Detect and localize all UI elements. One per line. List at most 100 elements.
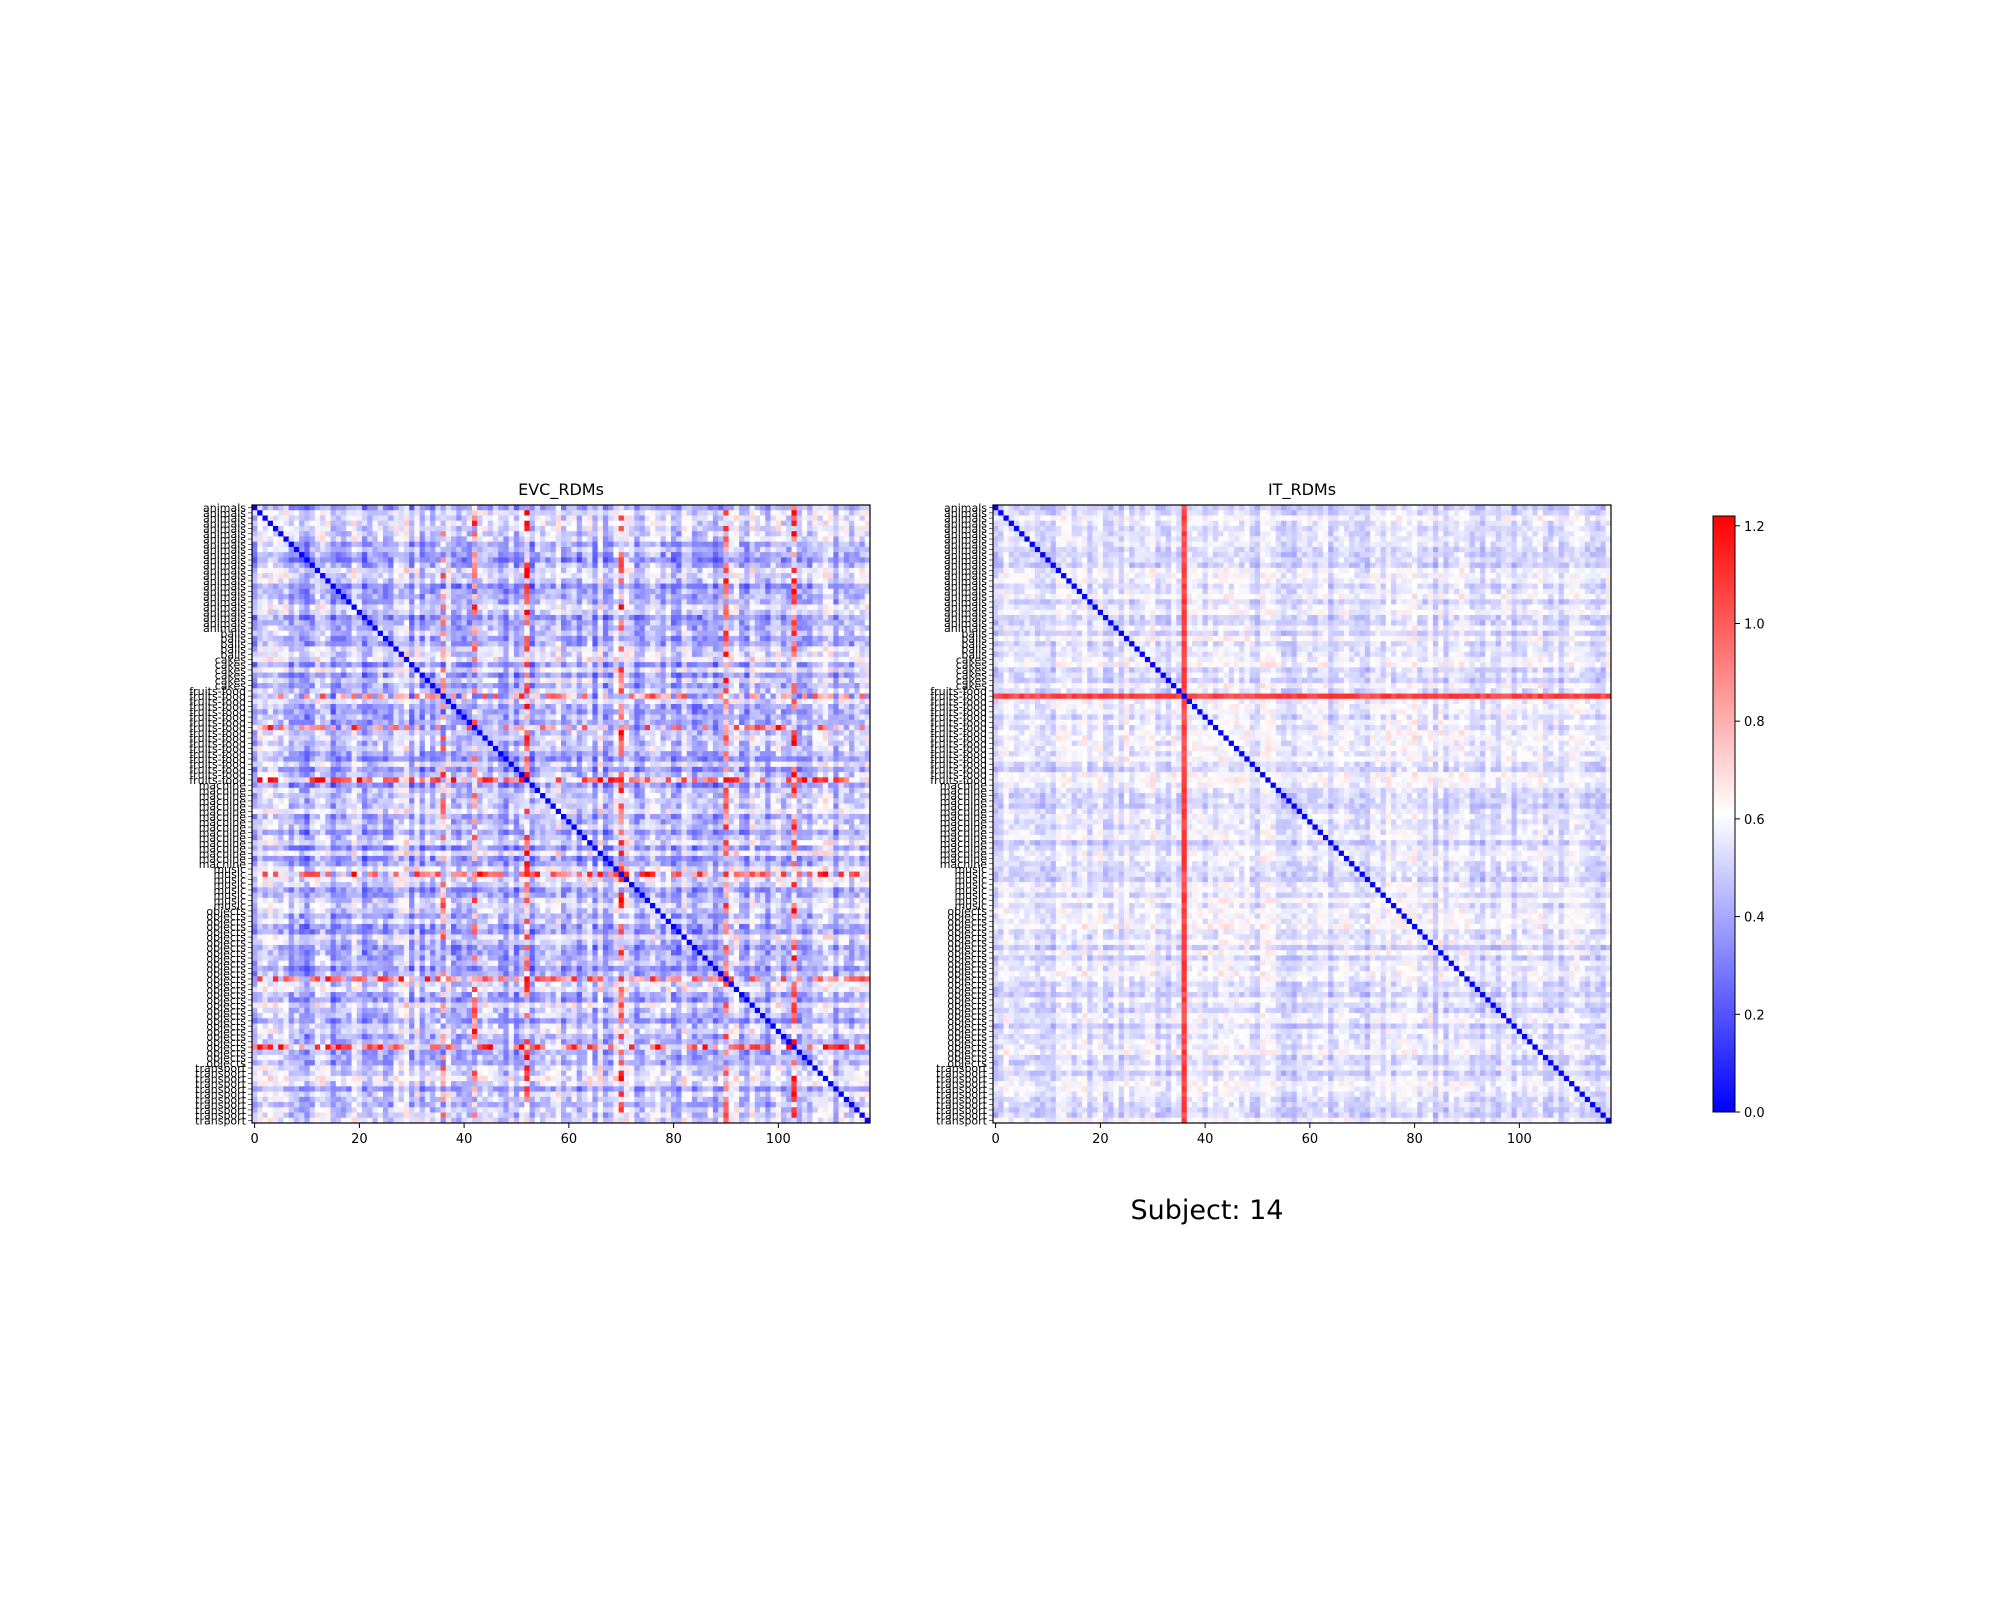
heatmap-cell <box>529 614 536 621</box>
heatmap-cell <box>639 536 646 543</box>
heatmap-cell <box>372 510 379 516</box>
heatmap-cell <box>597 562 604 569</box>
heatmap-cell <box>461 594 468 600</box>
heatmap-cell <box>540 667 546 673</box>
heatmap-cell <box>686 704 693 710</box>
heatmap-cell <box>314 594 321 600</box>
heatmap-cell <box>723 520 729 527</box>
heatmap-cell <box>849 625 855 632</box>
heatmap-cell <box>461 630 468 637</box>
heatmap-cell <box>754 714 761 721</box>
heatmap-cell <box>283 625 290 632</box>
heatmap-cell <box>723 536 729 543</box>
heatmap-cell <box>498 656 504 663</box>
heatmap-cell <box>754 719 761 726</box>
heatmap-cell <box>697 672 703 679</box>
heatmap-cell <box>712 693 719 700</box>
heatmap-cell <box>796 588 803 595</box>
heatmap-cell <box>403 510 410 516</box>
heatmap-cell <box>513 520 520 527</box>
heatmap-cell <box>529 578 536 584</box>
heatmap-cell <box>414 620 420 626</box>
heatmap-cell <box>414 536 420 543</box>
heatmap-cell <box>283 620 290 626</box>
heatmap-cell <box>807 693 813 700</box>
heatmap-cell <box>812 630 819 637</box>
heatmap-cell <box>597 505 604 511</box>
heatmap-cell <box>356 656 363 663</box>
heatmap-cell <box>513 515 520 522</box>
heatmap-cell <box>780 672 787 679</box>
heatmap-cell <box>676 609 682 616</box>
heatmap-cell <box>650 709 656 715</box>
heatmap-cell <box>712 557 719 564</box>
heatmap-cell <box>566 672 572 679</box>
heatmap-cell <box>812 662 819 668</box>
heatmap-cell <box>629 525 635 532</box>
heatmap-cell <box>744 625 750 632</box>
heatmap-cell <box>498 709 504 715</box>
heatmap-cell <box>288 614 295 621</box>
heatmap-cell <box>618 662 625 668</box>
heatmap-cell <box>796 562 803 569</box>
heatmap-cell <box>257 714 263 721</box>
heatmap-cell <box>278 520 284 527</box>
heatmap-cell <box>288 630 295 637</box>
heatmap-cell <box>849 505 855 511</box>
heatmap-cell <box>356 552 363 558</box>
heatmap-cell <box>739 683 745 689</box>
heatmap-cell <box>283 614 290 621</box>
heatmap-cell <box>849 698 855 705</box>
heatmap-cell <box>817 604 824 611</box>
heatmap-cell <box>608 683 614 689</box>
heatmap-cell <box>545 667 551 673</box>
heatmap-cell <box>304 541 311 548</box>
heatmap-cell <box>351 683 358 689</box>
heatmap-cell <box>618 562 625 569</box>
heatmap-cell <box>566 567 572 574</box>
heatmap-cell <box>309 578 316 584</box>
heatmap-cell <box>581 546 588 553</box>
heatmap-cell <box>733 709 740 715</box>
heatmap-cell <box>262 698 269 705</box>
heatmap-cell <box>592 651 599 658</box>
heatmap-cell <box>529 573 536 579</box>
heatmap-cell <box>314 698 321 705</box>
heatmap-cell <box>482 567 489 574</box>
heatmap-cell <box>623 515 630 522</box>
heatmap-cell <box>456 709 462 715</box>
heatmap-cell <box>356 604 363 611</box>
heatmap-cell <box>314 625 321 632</box>
heatmap-cell <box>576 594 583 600</box>
heatmap-cell <box>288 635 295 642</box>
heatmap-cell <box>576 656 583 663</box>
heatmap-cell <box>451 525 457 532</box>
heatmap-cell <box>629 698 635 705</box>
heatmap-cell <box>262 688 269 694</box>
heatmap-cell <box>461 541 468 548</box>
heatmap-cell <box>817 630 824 637</box>
heatmap-cell <box>681 683 688 689</box>
heatmap-cell <box>503 641 510 647</box>
heatmap-cell <box>456 594 462 600</box>
heatmap-cell <box>571 667 578 673</box>
heatmap-cell <box>644 651 651 658</box>
heatmap-cell <box>409 552 415 558</box>
heatmap-cell <box>602 515 609 522</box>
heatmap-cell <box>807 677 813 684</box>
heatmap-cell <box>812 641 819 647</box>
heatmap-cell <box>801 667 808 673</box>
heatmap-cell <box>367 635 373 642</box>
heatmap-cell <box>681 536 688 543</box>
heatmap-cell <box>529 656 536 663</box>
heatmap-cell <box>760 641 766 647</box>
heatmap-cell <box>739 625 745 632</box>
heatmap-cell <box>854 573 860 579</box>
heatmap-cell <box>828 698 834 705</box>
heatmap-cell <box>341 604 347 611</box>
heatmap-cell <box>744 525 750 532</box>
heatmap-cell <box>796 635 803 642</box>
heatmap-cell <box>765 651 771 658</box>
heatmap-cell <box>361 693 368 700</box>
heatmap-cell <box>272 688 279 694</box>
